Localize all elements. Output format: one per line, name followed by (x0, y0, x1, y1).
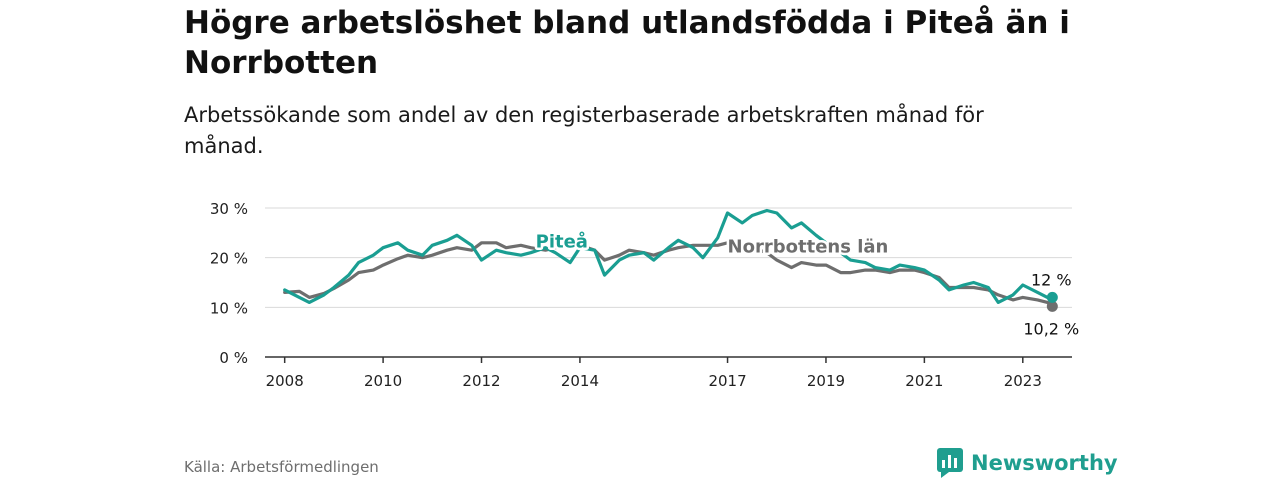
x-tick-label: 2012 (462, 372, 500, 390)
x-tick-label: 2023 (1004, 372, 1042, 390)
series-end-label: 10,2 % (1023, 319, 1079, 338)
series-label: Norrbottens län (728, 237, 889, 258)
series-end-marker (1046, 291, 1058, 303)
source-note: Källa: Arbetsförmedlingen (184, 458, 379, 476)
chart-title: Högre arbetslöshet bland utlandsfödda i … (184, 5, 1070, 81)
y-tick-label: 30 % (210, 200, 248, 218)
x-tick-label: 2019 (807, 372, 845, 390)
y-tick-label: 20 % (210, 250, 248, 268)
brand-logo[interactable]: Newsworthy (937, 448, 1118, 478)
series-end-label: 12 % (1031, 270, 1072, 289)
x-tick-label: 2017 (708, 372, 746, 390)
chart-subtitle: Arbetssökande som andel av den registerb… (184, 103, 984, 158)
newsworthy-logo-icon (937, 448, 963, 478)
series-label-halo: Norrbottens län (728, 237, 889, 258)
x-tick-label: 2008 (266, 372, 304, 390)
brand-name: Newsworthy (971, 451, 1118, 475)
series-label: Piteå (536, 231, 588, 253)
y-tick-label: 10 % (210, 299, 248, 317)
norrbotten-series-line (283, 241, 1054, 308)
x-tick-label: 2014 (561, 372, 599, 390)
y-tick-label: 0 % (219, 349, 248, 367)
x-tick-label: 2010 (364, 372, 402, 390)
pitea-series-line (283, 208, 1054, 304)
series-end-marker (1046, 300, 1058, 312)
x-tick-label: 2021 (905, 372, 943, 390)
series-label-halo: Piteå (536, 231, 588, 253)
